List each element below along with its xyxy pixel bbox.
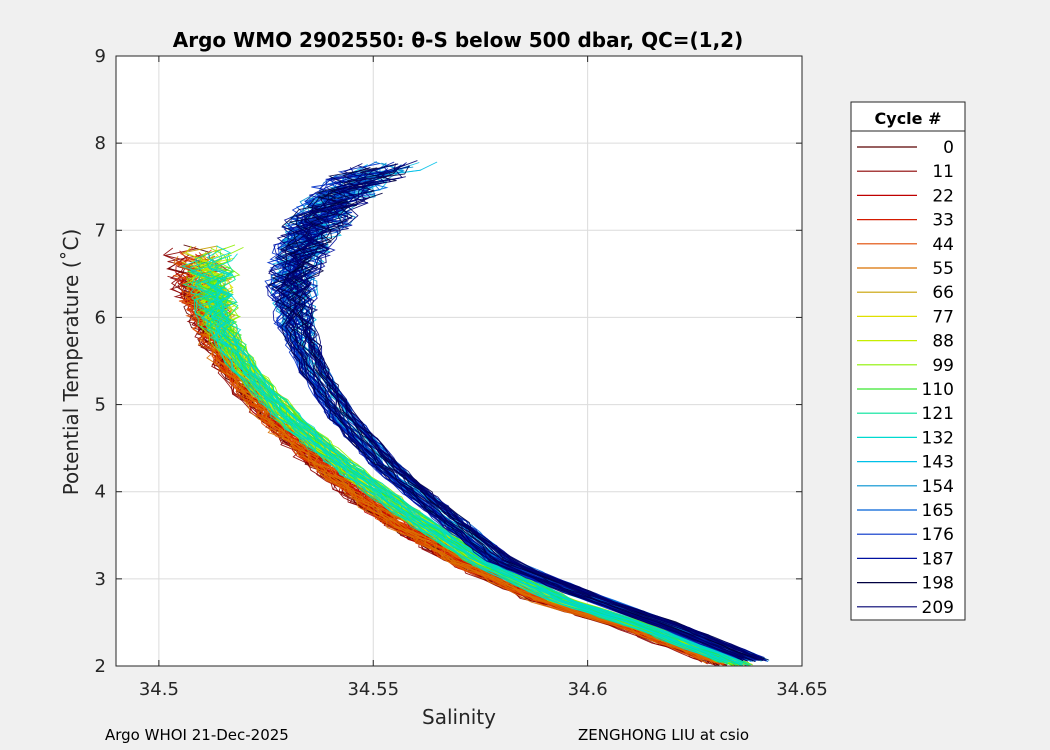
x-tick-label: 34.65 bbox=[776, 679, 828, 700]
x-tick-label: 34.5 bbox=[139, 679, 179, 700]
legend-label: 198 bbox=[922, 574, 954, 594]
profile-line bbox=[185, 291, 725, 664]
legend-label: 44 bbox=[932, 235, 954, 255]
profile-line bbox=[195, 270, 732, 663]
y-tick-label: 8 bbox=[95, 133, 106, 154]
x-axis-label: Salinity bbox=[422, 705, 496, 729]
plot-frame bbox=[115, 55, 803, 667]
footer-right: ZENGHONG LIU at csio bbox=[578, 726, 749, 744]
legend-label: 110 bbox=[922, 380, 954, 400]
legend-label: 0 bbox=[943, 138, 954, 158]
chart-title: Argo WMO 2902550: θ-S below 500 dbar, QC… bbox=[173, 28, 743, 52]
legend-label: 209 bbox=[922, 598, 954, 618]
legend-label: 33 bbox=[932, 211, 954, 231]
legend: Cycle # 0 11 22 33 44 55 66 77 88 99 110 121 132 143 1… bbox=[850, 101, 966, 621]
legend-label: 165 bbox=[922, 501, 954, 521]
legend-title: Cycle # bbox=[875, 109, 942, 128]
y-tick-label: 2 bbox=[95, 656, 106, 677]
y-tick-label: 7 bbox=[95, 220, 106, 241]
profile-line bbox=[287, 165, 761, 658]
y-tick-label: 3 bbox=[95, 569, 106, 590]
footer-left: Argo WHOI 21-Dec-2025 bbox=[105, 726, 289, 744]
profile-line bbox=[178, 278, 703, 663]
y-tick-label: 9 bbox=[95, 46, 106, 67]
legend-label: 22 bbox=[932, 186, 954, 206]
legend-label: 55 bbox=[932, 259, 954, 279]
legend-label: 176 bbox=[922, 525, 954, 545]
legend-label: 77 bbox=[932, 307, 954, 327]
profile-line bbox=[180, 259, 723, 663]
profile-line bbox=[206, 245, 752, 666]
y-axis-label: Potential Temperature (˚C) bbox=[59, 229, 83, 496]
y-tick-label: 5 bbox=[95, 395, 106, 416]
profile-line bbox=[267, 163, 747, 661]
y-tick-label: 6 bbox=[95, 307, 106, 328]
profile-line bbox=[212, 289, 749, 667]
profile-lines bbox=[162, 160, 770, 667]
legend-label: 99 bbox=[932, 356, 954, 376]
legend-label: 11 bbox=[932, 162, 954, 182]
legend-label: 154 bbox=[922, 477, 954, 497]
legend-label: 66 bbox=[932, 283, 954, 303]
profile-line bbox=[206, 283, 743, 666]
x-tick-label: 34.6 bbox=[568, 679, 608, 700]
legend-label: 187 bbox=[922, 549, 954, 569]
y-tick-label: 4 bbox=[95, 482, 106, 503]
axis-ticks: 34.5 34.55 34.6 34.65 2 3 4 5 6 7 8 9 bbox=[95, 46, 828, 700]
x-tick-label: 34.55 bbox=[347, 679, 399, 700]
legend-label: 132 bbox=[922, 428, 954, 448]
profile-line bbox=[173, 255, 707, 664]
legend-label: 121 bbox=[922, 404, 954, 424]
profile-line bbox=[290, 164, 761, 660]
legend-label: 143 bbox=[922, 453, 954, 473]
legend-label: 88 bbox=[932, 332, 954, 352]
